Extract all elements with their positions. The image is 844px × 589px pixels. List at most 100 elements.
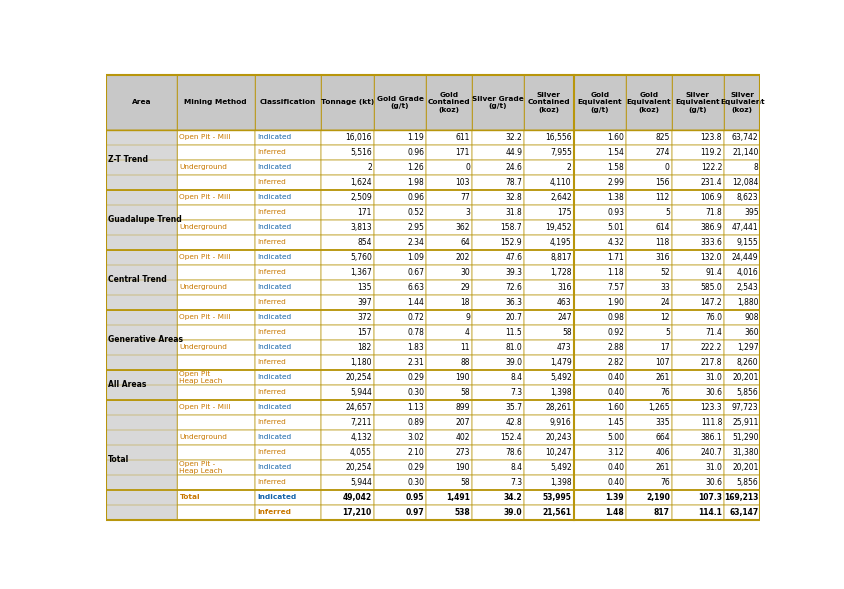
Text: 20,201: 20,201 [731, 373, 758, 382]
Bar [723, 145, 760, 160]
Text: 107: 107 [655, 358, 669, 367]
Text: 31.0: 31.0 [705, 463, 722, 472]
Bar [254, 234, 321, 250]
Text: 64: 64 [460, 237, 469, 247]
Text: Inferred: Inferred [257, 299, 285, 305]
Text: 585.0: 585.0 [700, 283, 722, 292]
Bar [106, 130, 176, 145]
Bar [573, 400, 625, 415]
Text: 119.2: 119.2 [700, 148, 722, 157]
Text: 33: 33 [659, 283, 669, 292]
Bar [671, 264, 723, 280]
Bar [723, 264, 760, 280]
Text: Open Pit - Mill: Open Pit - Mill [179, 404, 230, 410]
Text: Indicated: Indicated [257, 164, 291, 170]
Bar [573, 429, 625, 445]
Bar [254, 325, 321, 340]
Bar [254, 370, 321, 385]
Text: 397: 397 [357, 297, 371, 307]
Text: 3.12: 3.12 [607, 448, 624, 456]
Text: 7.57: 7.57 [606, 283, 624, 292]
Bar [321, 385, 373, 400]
Text: 25,911: 25,911 [731, 418, 758, 426]
Bar [176, 505, 254, 519]
Bar [321, 445, 373, 459]
Bar [176, 370, 254, 385]
Text: 1.48: 1.48 [604, 508, 624, 517]
Bar [176, 264, 254, 280]
Text: 71.4: 71.4 [705, 327, 722, 337]
Bar [373, 294, 425, 310]
Bar [573, 505, 625, 519]
Bar [373, 370, 425, 385]
Text: 664: 664 [654, 433, 669, 442]
Bar [573, 340, 625, 355]
Text: Gold Grade
(g/t): Gold Grade (g/t) [376, 95, 423, 109]
Bar [176, 175, 254, 190]
Text: 12,084: 12,084 [731, 178, 758, 187]
Text: 51,290: 51,290 [731, 433, 758, 442]
Text: 9,916: 9,916 [549, 418, 571, 426]
Text: Inferred: Inferred [257, 509, 291, 515]
Bar [106, 250, 176, 310]
Bar [176, 400, 254, 415]
Text: 12: 12 [659, 313, 669, 322]
Bar [671, 489, 723, 505]
Bar [425, 505, 472, 519]
Bar [425, 415, 472, 429]
Text: 1,297: 1,297 [736, 343, 758, 352]
Bar [573, 385, 625, 400]
Text: 58: 58 [460, 388, 469, 396]
Text: 39.0: 39.0 [505, 358, 522, 367]
Text: 42.8: 42.8 [505, 418, 522, 426]
Text: 908: 908 [744, 313, 758, 322]
Bar [254, 489, 321, 505]
Bar [425, 280, 472, 294]
Bar [321, 175, 373, 190]
Bar [425, 294, 472, 310]
Bar [523, 415, 573, 429]
Text: 463: 463 [556, 297, 571, 307]
Text: 24,449: 24,449 [731, 253, 758, 262]
Text: 473: 473 [556, 343, 571, 352]
Bar [425, 250, 472, 264]
Text: 217.8: 217.8 [700, 358, 722, 367]
Text: 171: 171 [455, 148, 469, 157]
Text: 19,452: 19,452 [544, 223, 571, 231]
Bar [472, 489, 523, 505]
Text: 817: 817 [653, 508, 669, 517]
Bar [625, 280, 671, 294]
Bar [625, 130, 671, 145]
Bar [671, 385, 723, 400]
Bar [106, 75, 176, 130]
Bar [106, 459, 176, 475]
Text: 1,491: 1,491 [446, 492, 469, 502]
Bar [625, 445, 671, 459]
Bar [472, 204, 523, 220]
Text: 169,213: 169,213 [723, 492, 758, 502]
Bar [472, 234, 523, 250]
Bar [573, 310, 625, 325]
Bar [254, 145, 321, 160]
Text: 8.4: 8.4 [510, 463, 522, 472]
Text: 4,016: 4,016 [736, 267, 758, 277]
Bar [523, 190, 573, 204]
Text: 36.3: 36.3 [505, 297, 522, 307]
Text: 386.1: 386.1 [700, 433, 722, 442]
Text: 1,367: 1,367 [349, 267, 371, 277]
Text: 5.00: 5.00 [606, 433, 624, 442]
Bar [671, 190, 723, 204]
Bar [176, 280, 254, 294]
Text: 2.88: 2.88 [607, 343, 624, 352]
Text: 1,180: 1,180 [350, 358, 371, 367]
Text: 24: 24 [659, 297, 669, 307]
Text: 7.3: 7.3 [510, 388, 522, 396]
Text: 8,817: 8,817 [549, 253, 571, 262]
Text: 0.92: 0.92 [607, 327, 624, 337]
Bar [373, 505, 425, 519]
Bar [723, 310, 760, 325]
Text: 18: 18 [460, 297, 469, 307]
Text: 0.40: 0.40 [606, 388, 624, 396]
Bar [472, 429, 523, 445]
Bar [176, 234, 254, 250]
